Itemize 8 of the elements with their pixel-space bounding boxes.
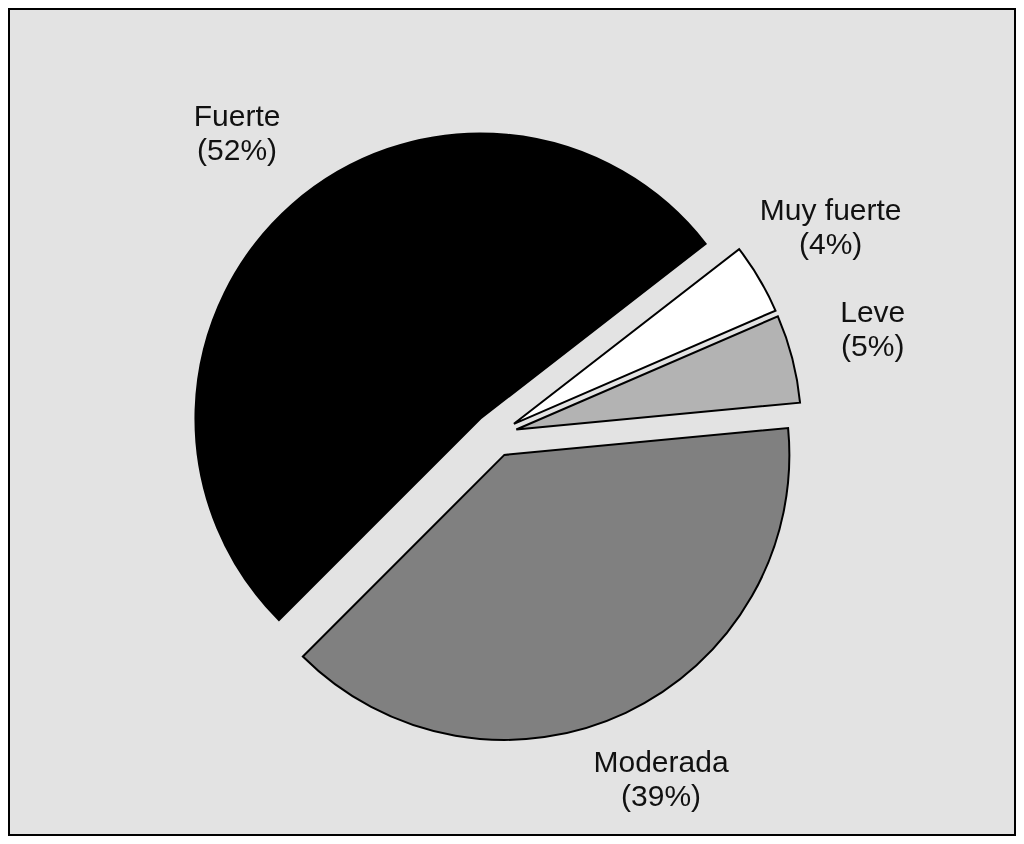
- data-label: (5%): [841, 329, 905, 363]
- data-label: (52%): [197, 133, 278, 167]
- slice-label: Moderada: [593, 744, 729, 778]
- slice-label: Muy fuerte: [759, 193, 902, 227]
- slice-label: Fuerte: [193, 99, 281, 133]
- data-label: (4%): [799, 227, 863, 261]
- data-label: (39%): [621, 778, 702, 812]
- slice-label: Leve: [840, 295, 906, 329]
